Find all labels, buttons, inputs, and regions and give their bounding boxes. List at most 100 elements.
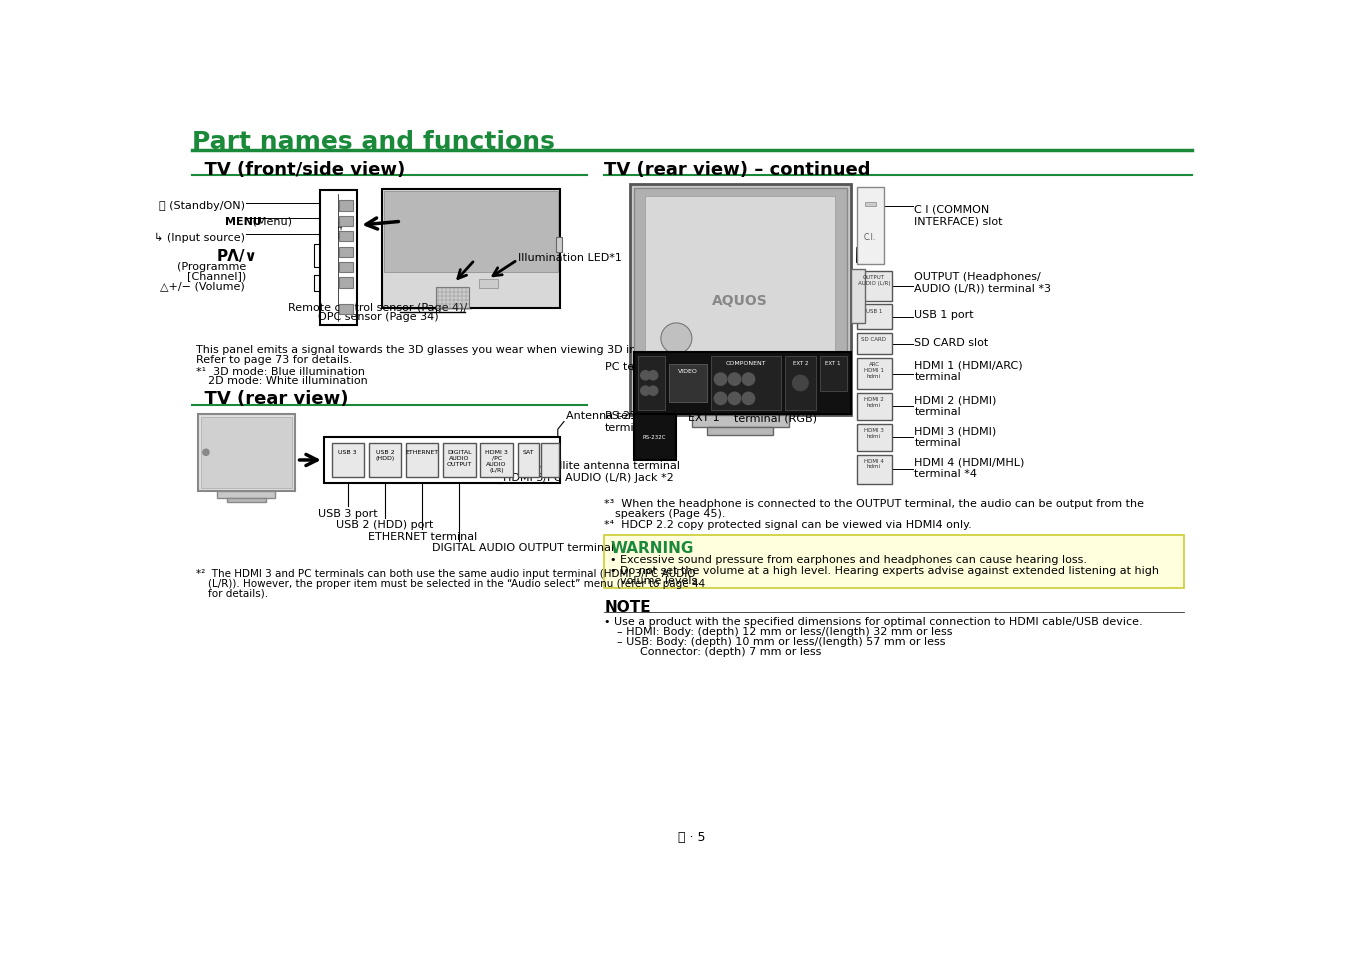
Text: – USB: Body: (depth) 10 mm or less/(length) 57 mm or less: – USB: Body: (depth) 10 mm or less/(leng… bbox=[617, 637, 945, 647]
Circle shape bbox=[202, 450, 209, 456]
Text: HDMI 3
hdmi: HDMI 3 hdmi bbox=[864, 428, 884, 438]
Text: COMPONENT: COMPONENT bbox=[726, 360, 767, 366]
Circle shape bbox=[714, 374, 726, 386]
Text: ETHERNET terminal: ETHERNET terminal bbox=[367, 531, 477, 541]
Text: [Channel]): [Channel]) bbox=[188, 272, 246, 281]
Text: COMPONENT: COMPONENT bbox=[726, 370, 811, 383]
Text: PΛ/∨: PΛ/∨ bbox=[217, 249, 258, 264]
Text: TV (rear view) – continued: TV (rear view) – continued bbox=[605, 160, 871, 178]
Bar bbox=[630, 185, 850, 416]
Text: TV (rear view): TV (rear view) bbox=[192, 390, 348, 408]
Bar bbox=[857, 334, 892, 355]
Text: HDMI 3
/PC
AUDIO
(L/R): HDMI 3 /PC AUDIO (L/R) bbox=[485, 450, 508, 472]
Text: USB 3: USB 3 bbox=[339, 450, 358, 455]
Bar bbox=[227, 499, 266, 503]
Text: This panel emits a signal towards the 3D glasses you wear when viewing 3D images: This panel emits a signal towards the 3D… bbox=[196, 345, 670, 355]
Text: HDMI 3 (HDMI)
terminal: HDMI 3 (HDMI) terminal bbox=[914, 426, 996, 448]
Text: OPC sensor (Page 34): OPC sensor (Page 34) bbox=[317, 312, 439, 322]
Text: Ⓑ · 5: Ⓑ · 5 bbox=[678, 830, 706, 842]
Circle shape bbox=[792, 375, 809, 392]
Bar bbox=[857, 188, 884, 264]
Bar bbox=[332, 443, 365, 477]
Bar bbox=[201, 417, 292, 488]
Text: C.I.: C.I. bbox=[864, 233, 876, 242]
Bar bbox=[691, 416, 788, 428]
Text: (Menu): (Menu) bbox=[248, 216, 292, 227]
Bar bbox=[819, 356, 846, 392]
Text: *²  The HDMI 3 and PC terminals can both use the same audio input terminal (HDMI: *² The HDMI 3 and PC terminals can both … bbox=[196, 568, 695, 578]
Text: USB 1: USB 1 bbox=[865, 308, 882, 314]
Text: SD CARD: SD CARD bbox=[861, 336, 887, 342]
Bar bbox=[339, 278, 354, 288]
Bar bbox=[339, 232, 354, 242]
Text: MENU: MENU bbox=[225, 216, 262, 227]
Bar bbox=[443, 443, 475, 477]
Text: HDMI 3/PC AUDIO (L/R) Jack *2: HDMI 3/PC AUDIO (L/R) Jack *2 bbox=[502, 472, 674, 482]
Text: VIDEO: VIDEO bbox=[678, 368, 698, 374]
Text: Antenna terminal: Antenna terminal bbox=[566, 411, 663, 420]
Bar bbox=[217, 491, 275, 499]
Text: HDMI 1 (HDMI/ARC)
terminal: HDMI 1 (HDMI/ARC) terminal bbox=[914, 360, 1023, 382]
Text: ⏻ (Standby/ON): ⏻ (Standby/ON) bbox=[159, 201, 244, 212]
Bar bbox=[339, 263, 354, 273]
Text: *³  When the headphone is connected to the OUTPUT terminal, the audio can be out: *³ When the headphone is connected to th… bbox=[605, 499, 1145, 509]
Text: ETHERNET: ETHERNET bbox=[405, 450, 439, 455]
Bar bbox=[382, 190, 560, 309]
Bar bbox=[339, 305, 354, 315]
Circle shape bbox=[743, 393, 755, 405]
Text: DIGITAL AUDIO OUTPUT terminal: DIGITAL AUDIO OUTPUT terminal bbox=[432, 543, 614, 553]
Bar bbox=[850, 270, 865, 324]
Circle shape bbox=[641, 372, 651, 380]
Text: DIGITAL
AUDIO
OUTPUT: DIGITAL AUDIO OUTPUT bbox=[447, 450, 472, 466]
Text: △+/− (Volume): △+/− (Volume) bbox=[159, 280, 244, 291]
Text: USB 2 (HDD) port: USB 2 (HDD) port bbox=[336, 519, 433, 530]
Text: EXT 2: EXT 2 bbox=[792, 360, 809, 366]
Text: • Do not set the volume at a high level. Hearing experts advise against extended: • Do not set the volume at a high level.… bbox=[610, 565, 1160, 575]
Text: OUTPUT
AUDIO (L/R): OUTPUT AUDIO (L/R) bbox=[857, 275, 890, 286]
Circle shape bbox=[648, 387, 657, 395]
Text: *¹  3D mode: Blue illumination: *¹ 3D mode: Blue illumination bbox=[196, 367, 364, 376]
Bar bbox=[517, 443, 539, 477]
Text: EXT 2 (VIDEO/AUDIO
(L/R)) terminal: EXT 2 (VIDEO/AUDIO (L/R)) terminal bbox=[699, 345, 814, 367]
Text: HDMI 2 (HDMI)
terminal: HDMI 2 (HDMI) terminal bbox=[914, 395, 996, 416]
Text: Illumination LED*1: Illumination LED*1 bbox=[517, 253, 621, 263]
Text: HDMI 4
hdmi: HDMI 4 hdmi bbox=[864, 458, 884, 469]
Text: USB 2
(HDD): USB 2 (HDD) bbox=[375, 450, 394, 460]
Text: (L/R)). However, the proper item must be selected in the “Audio select” menu (re: (L/R)). However, the proper item must be… bbox=[208, 578, 706, 588]
Text: Remote control sensor (Page 4)/: Remote control sensor (Page 4)/ bbox=[289, 303, 467, 313]
Text: C I (COMMON
INTERFACE) slot: C I (COMMON INTERFACE) slot bbox=[914, 204, 1003, 226]
Bar bbox=[711, 356, 782, 411]
Text: PC terminal: PC terminal bbox=[605, 362, 670, 372]
Text: EXT 1: EXT 1 bbox=[825, 360, 841, 366]
Bar bbox=[436, 288, 468, 309]
Text: terminal (RGB): terminal (RGB) bbox=[734, 413, 818, 423]
Bar bbox=[481, 443, 513, 477]
Text: SAT: SAT bbox=[522, 450, 535, 455]
Text: ↳ (Input source): ↳ (Input source) bbox=[154, 232, 244, 242]
Text: Satellite antenna terminal: Satellite antenna terminal bbox=[533, 460, 680, 471]
Bar bbox=[707, 428, 774, 436]
Bar bbox=[857, 424, 892, 452]
Text: Connector: (depth) 7 mm or less: Connector: (depth) 7 mm or less bbox=[640, 647, 821, 657]
Bar bbox=[857, 394, 892, 420]
Text: RS-232C: RS-232C bbox=[643, 435, 667, 440]
Text: AQUOS: AQUOS bbox=[711, 294, 768, 308]
Text: Refer to page 73 for details.: Refer to page 73 for details. bbox=[196, 355, 352, 365]
Bar bbox=[633, 189, 846, 412]
Bar bbox=[339, 216, 354, 227]
Text: NOTE: NOTE bbox=[605, 598, 651, 614]
Text: WARNING: WARNING bbox=[610, 540, 694, 556]
Circle shape bbox=[648, 372, 657, 380]
Text: ARC
HDMI 1
hdmi: ARC HDMI 1 hdmi bbox=[864, 362, 884, 378]
Text: USB 3 port: USB 3 port bbox=[319, 508, 378, 518]
Text: • Excessive sound pressure from earphones and headphones can cause hearing loss.: • Excessive sound pressure from earphone… bbox=[610, 555, 1088, 564]
Text: (Programme: (Programme bbox=[177, 262, 246, 272]
Bar bbox=[406, 443, 439, 477]
Bar bbox=[320, 192, 356, 326]
Text: speakers (Page 45).: speakers (Page 45). bbox=[616, 509, 726, 519]
Text: TV (front/side view): TV (front/side view) bbox=[192, 160, 405, 178]
Bar bbox=[633, 415, 676, 460]
Text: EXT 1: EXT 1 bbox=[688, 413, 720, 423]
Bar bbox=[479, 280, 498, 289]
Circle shape bbox=[662, 324, 691, 355]
